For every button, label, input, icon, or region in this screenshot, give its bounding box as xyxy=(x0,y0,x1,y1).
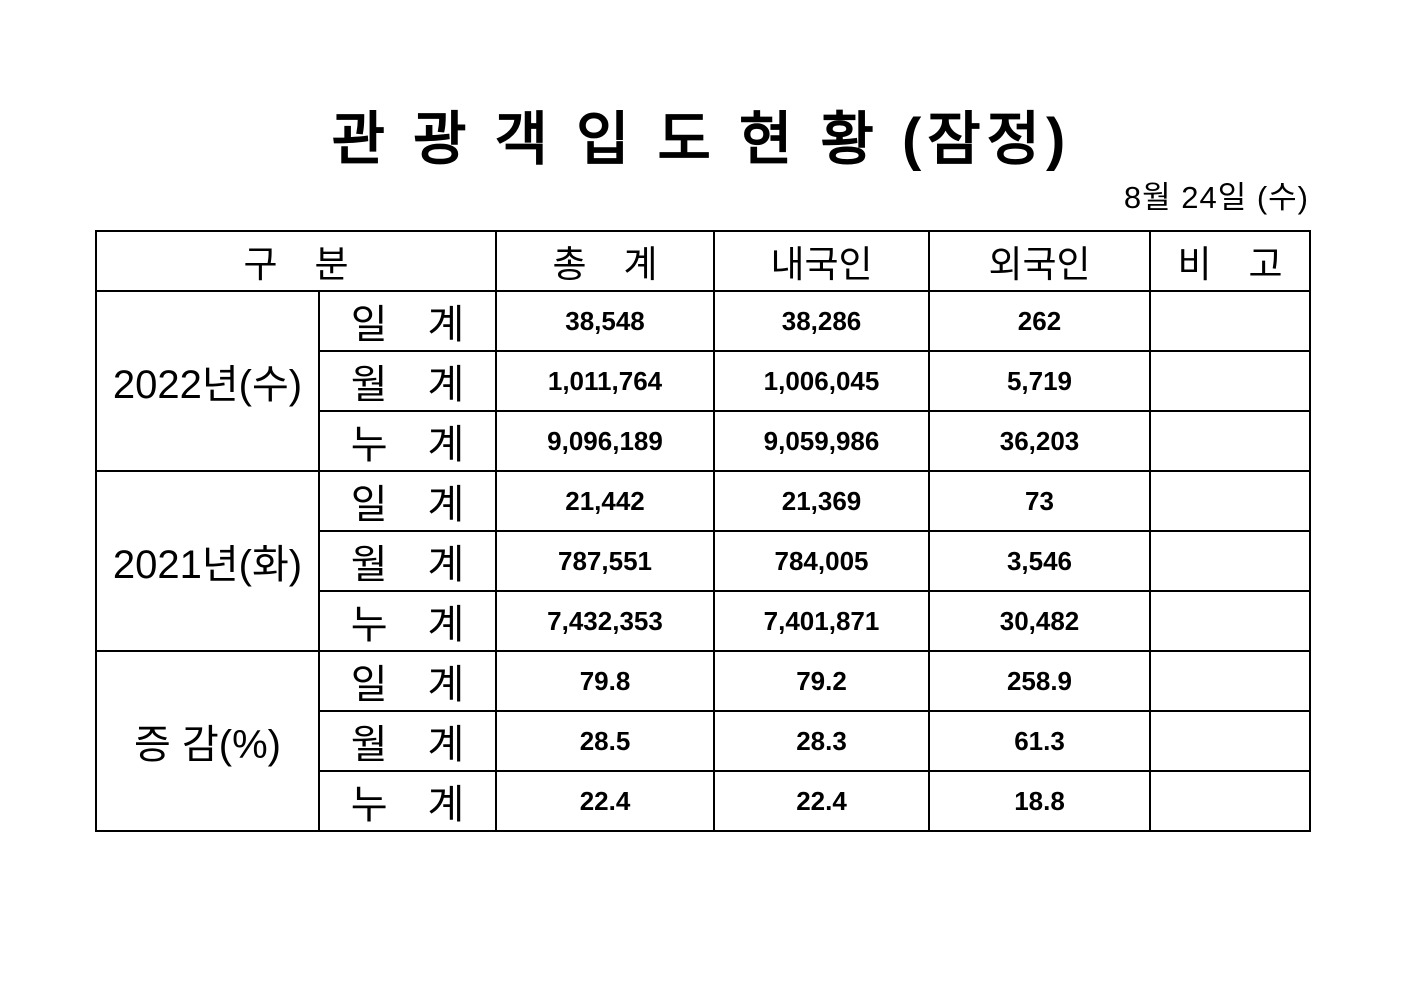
cell-foreign: 262 xyxy=(928,290,1151,352)
cell-remark xyxy=(1149,530,1311,592)
row-label-monthly: 월 계 xyxy=(318,710,497,772)
table-header-row: 구 분 총 계 내국인 외국인 비 고 xyxy=(95,230,1311,292)
cell-remark xyxy=(1149,770,1311,832)
cell-domestic: 9,059,986 xyxy=(713,410,930,472)
cell-total: 38,548 xyxy=(495,290,715,352)
cell-foreign: 5,719 xyxy=(928,350,1151,412)
group-label-change-pct: 증 감(%) xyxy=(95,650,320,832)
table-row: 월 계 787,551 784,005 3,546 xyxy=(96,530,1311,592)
cell-total: 7,432,353 xyxy=(495,590,715,652)
header-category: 구 분 xyxy=(95,230,497,292)
cell-foreign: 73 xyxy=(928,470,1151,532)
cell-domestic: 1,006,045 xyxy=(713,350,930,412)
cell-foreign: 30,482 xyxy=(928,590,1151,652)
cell-domestic: 7,401,871 xyxy=(713,590,930,652)
row-label-daily: 일 계 xyxy=(318,650,497,712)
cell-total: 787,551 xyxy=(495,530,715,592)
table-row: 누 계 22.4 22.4 18.8 xyxy=(96,770,1311,832)
cell-total: 79.8 xyxy=(495,650,715,712)
cell-total: 21,442 xyxy=(495,470,715,532)
group-label-2021: 2021년(화) xyxy=(95,470,320,652)
table-row: 2022년(수) 일 계 38,548 38,286 262 xyxy=(95,290,1311,472)
row-label-daily: 일 계 xyxy=(318,290,497,352)
row-label-cumulative: 누 계 xyxy=(318,410,497,472)
cell-domestic: 784,005 xyxy=(713,530,930,592)
cell-remark xyxy=(1149,590,1311,652)
cell-foreign: 36,203 xyxy=(928,410,1151,472)
cell-foreign: 3,546 xyxy=(928,530,1151,592)
table-row: 월 계 1,011,764 1,006,045 5,719 xyxy=(96,350,1311,412)
cell-domestic: 79.2 xyxy=(713,650,930,712)
header-domestic: 내국인 xyxy=(713,230,930,292)
cell-domestic: 28.3 xyxy=(713,710,930,772)
page-title: 관 광 객 입 도 현 황 (잠정) xyxy=(331,107,1072,172)
cell-total: 22.4 xyxy=(495,770,715,832)
cell-total: 1,011,764 xyxy=(495,350,715,412)
cell-foreign: 258.9 xyxy=(928,650,1151,712)
table-row: 누 계 7,432,353 7,401,871 30,482 xyxy=(96,590,1311,652)
cell-remark xyxy=(1149,410,1311,472)
table-row: 증 감(%) 일 계 79.8 79.2 258.9 xyxy=(95,650,1311,832)
table-row: 누 계 9,096,189 9,059,986 36,203 xyxy=(96,410,1311,472)
cell-domestic: 21,369 xyxy=(713,470,930,532)
report-date: 8월 24일 (수) xyxy=(1123,180,1309,215)
table-row: 2021년(화) 일 계 21,442 21,369 73 xyxy=(95,470,1311,652)
header-remarks: 비 고 xyxy=(1149,230,1311,292)
row-label-cumulative: 누 계 xyxy=(318,770,497,832)
header-foreign: 외국인 xyxy=(928,230,1151,292)
cell-remark xyxy=(1149,470,1311,532)
cell-domestic: 22.4 xyxy=(713,770,930,832)
row-label-monthly: 월 계 xyxy=(318,530,497,592)
cell-total: 9,096,189 xyxy=(495,410,715,472)
cell-remark xyxy=(1149,650,1311,712)
cell-remark xyxy=(1149,710,1311,772)
group-label-2022: 2022년(수) xyxy=(95,290,320,472)
cell-domestic: 38,286 xyxy=(713,290,930,352)
header-total: 총 계 xyxy=(495,230,715,292)
row-label-monthly: 월 계 xyxy=(318,350,497,412)
cell-foreign: 18.8 xyxy=(928,770,1151,832)
cell-remark xyxy=(1149,350,1311,412)
tourist-arrivals-table: 구 분 총 계 내국인 외국인 비 고 2022년(수) 일 계 38,548 … xyxy=(95,230,1311,832)
cell-total: 28.5 xyxy=(495,710,715,772)
table-row: 월 계 28.5 28.3 61.3 xyxy=(96,710,1311,772)
cell-foreign: 61.3 xyxy=(928,710,1151,772)
row-label-cumulative: 누 계 xyxy=(318,590,497,652)
row-label-daily: 일 계 xyxy=(318,470,497,532)
cell-remark xyxy=(1149,290,1311,352)
